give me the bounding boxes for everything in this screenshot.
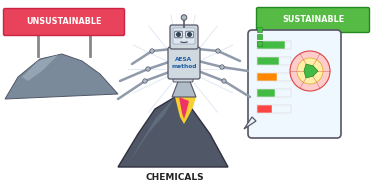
Polygon shape [5,54,118,99]
FancyBboxPatch shape [257,57,279,65]
Text: SUSTAINABLE: SUSTAINABLE [282,15,344,25]
Polygon shape [304,64,318,78]
Circle shape [222,79,226,83]
Polygon shape [175,97,196,124]
FancyBboxPatch shape [257,41,285,49]
Circle shape [143,79,147,83]
Circle shape [290,51,330,91]
Circle shape [220,65,224,69]
Circle shape [297,58,323,84]
FancyBboxPatch shape [257,73,277,81]
Polygon shape [179,97,189,119]
Circle shape [216,49,220,53]
Circle shape [188,33,191,36]
Polygon shape [255,58,340,76]
FancyBboxPatch shape [257,105,272,113]
Circle shape [146,67,150,71]
FancyBboxPatch shape [186,31,193,38]
FancyBboxPatch shape [257,41,262,46]
FancyBboxPatch shape [168,47,200,79]
Text: CHEMICALS: CHEMICALS [146,173,204,181]
FancyBboxPatch shape [257,34,262,39]
Text: AESA
method: AESA method [171,57,197,69]
Circle shape [150,49,154,53]
Polygon shape [244,117,256,129]
FancyBboxPatch shape [173,28,195,44]
FancyBboxPatch shape [173,72,193,82]
Polygon shape [172,79,196,97]
FancyBboxPatch shape [3,9,125,36]
FancyBboxPatch shape [257,89,275,97]
FancyBboxPatch shape [257,8,370,33]
Text: UNSUSTAINABLE: UNSUSTAINABLE [26,18,102,26]
Polygon shape [128,97,175,164]
Circle shape [181,15,187,20]
Polygon shape [22,55,58,81]
FancyBboxPatch shape [175,31,182,38]
Polygon shape [118,97,228,167]
FancyBboxPatch shape [248,30,341,138]
FancyBboxPatch shape [257,27,262,32]
FancyBboxPatch shape [170,25,198,49]
Circle shape [177,33,180,36]
